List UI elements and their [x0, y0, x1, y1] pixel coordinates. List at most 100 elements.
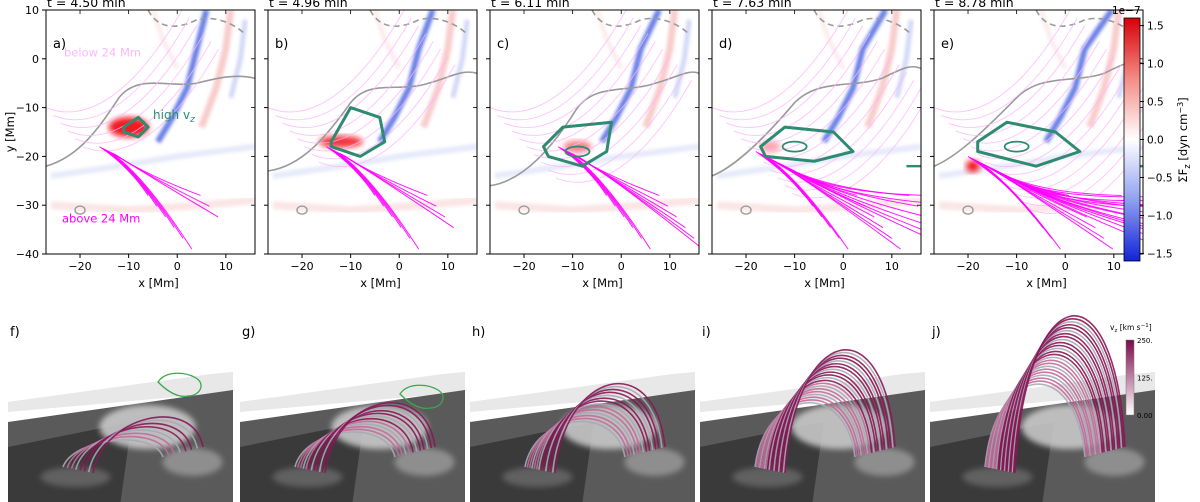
force-hotspot — [965, 160, 980, 173]
plot-frame — [711, 9, 922, 255]
fieldline-below — [74, 41, 212, 144]
fieldline-above — [343, 155, 454, 229]
field-loop — [528, 414, 632, 469]
x-tick-label: 10 — [1107, 260, 1121, 273]
field-loop — [757, 396, 861, 468]
contour-high-vz — [329, 106, 387, 158]
fieldline-below — [555, 80, 693, 183]
mid-region — [732, 467, 803, 487]
contour-gray-dashed — [591, 10, 690, 35]
field-loop — [1002, 341, 1111, 471]
heatmap-panel: t = 6.11 min c) −20 −10 0 10 x [Mm] — [486, 0, 700, 290]
panel-label: h) — [472, 325, 485, 340]
field-loop — [547, 391, 657, 472]
force-streak — [894, 19, 914, 99]
x-axis-label: x [Mm] — [582, 276, 623, 290]
field-loop — [538, 403, 645, 470]
field-loop — [62, 439, 164, 468]
heatmap-panel: t = 8.78 min e) −20 −10 0 10 x [Mm] — [930, 0, 1144, 290]
field-loop — [533, 409, 639, 469]
field-loop — [1003, 338, 1112, 471]
mid-region — [272, 467, 343, 487]
force-streak — [494, 196, 699, 215]
field-loop — [1005, 335, 1114, 472]
field-loop — [526, 417, 629, 468]
fieldline-below — [67, 33, 205, 136]
heatmap-panel: t = 7.63 min d) −20 −10 0 10 x [Mm] — [708, 0, 922, 290]
x-tick-label: −10 — [783, 260, 806, 273]
x-tick-label: −10 — [1005, 260, 1028, 273]
panel-label: d) — [719, 37, 732, 52]
y-axis-label: y [Mm] — [3, 112, 17, 153]
fieldline-below — [992, 72, 1129, 175]
x-tick-label: −10 — [117, 260, 140, 273]
field-loop — [1001, 344, 1109, 471]
x-tick-label: −20 — [512, 260, 535, 273]
force-streak — [1043, 10, 1115, 144]
field-loop — [995, 356, 1102, 470]
fieldline-below — [497, 17, 634, 121]
field-loop — [296, 428, 400, 468]
field-loop — [316, 410, 425, 472]
x-tick-label: −20 — [290, 260, 313, 273]
panel-title: t = 7.63 min — [713, 0, 792, 10]
fieldline-below — [762, 64, 900, 167]
colorbar-vz-tick-label: 250. — [1137, 337, 1153, 345]
fieldline-below — [1028, 145, 1143, 214]
bright-region — [394, 448, 455, 476]
bright-region — [162, 448, 223, 476]
mid-region — [40, 467, 111, 487]
panel-label: e) — [941, 37, 954, 52]
contour-gray — [74, 205, 86, 215]
contour-high-vz — [122, 115, 150, 139]
fieldline-below — [719, 17, 856, 121]
fieldline-below — [268, 10, 405, 113]
fieldline-above — [765, 155, 849, 250]
field-loop — [324, 402, 436, 474]
field-loop — [781, 354, 892, 473]
field-loop — [1006, 332, 1116, 472]
field-loop — [997, 353, 1104, 470]
fieldline-below — [53, 17, 190, 121]
field-loop — [305, 420, 411, 470]
x-tick-label: −20 — [734, 260, 757, 273]
field-loop — [779, 357, 890, 473]
force-hotspot — [108, 117, 149, 138]
field-loop — [999, 347, 1107, 471]
field-loop — [310, 415, 418, 471]
field-loop — [92, 416, 204, 474]
fieldline-below — [792, 107, 921, 199]
x-tick-label: 0 — [1062, 260, 1069, 273]
fieldline-below — [60, 25, 198, 128]
bright-region — [854, 448, 915, 476]
force-streak — [672, 19, 692, 99]
plot-background — [46, 10, 255, 254]
field-loop — [87, 419, 199, 473]
vz-contour-3d — [399, 384, 444, 410]
field-loop — [321, 404, 433, 473]
field-loop — [544, 394, 654, 472]
annotation-below: below 24 Mm — [64, 45, 141, 59]
contour-high-vz — [759, 125, 855, 163]
field-loop — [763, 385, 869, 469]
panel-label: c) — [497, 37, 509, 52]
fieldline-below — [82, 48, 219, 152]
colorbar-gradient — [1123, 17, 1141, 262]
x-tick-label: 0 — [396, 260, 403, 273]
y-tick-label: −40 — [16, 248, 39, 261]
fieldline-above — [788, 167, 921, 236]
panel-label: g) — [242, 325, 255, 340]
force-streak — [50, 143, 255, 179]
force-hotspot — [318, 135, 363, 148]
plane-top — [240, 372, 465, 412]
field-loop — [774, 365, 884, 472]
y-tick-label: 10 — [25, 4, 39, 17]
fieldline-below — [296, 41, 434, 144]
fieldline-below — [504, 25, 642, 128]
mid-region — [502, 467, 573, 487]
render-panel: f) — [8, 325, 233, 502]
contour-gray — [490, 71, 699, 187]
fieldline-below — [934, 10, 1071, 113]
field-loop — [542, 397, 651, 471]
field-loop — [70, 432, 176, 469]
